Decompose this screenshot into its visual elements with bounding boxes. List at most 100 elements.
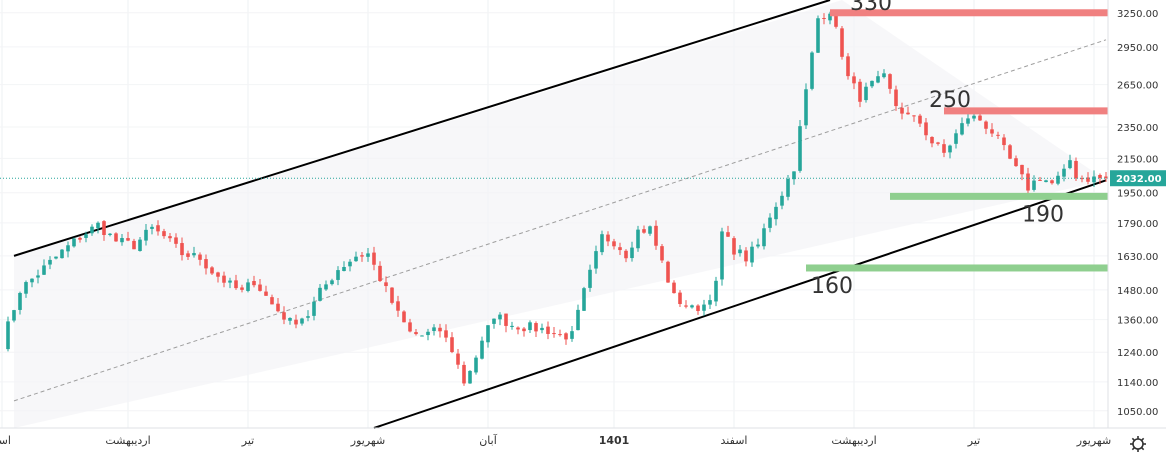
candle: [90, 224, 94, 236]
candle: [690, 304, 694, 309]
y-tick-label: 1050.00: [1117, 407, 1158, 418]
candle: [348, 259, 352, 272]
y-tick-label: 1790.00: [1117, 219, 1158, 230]
candle-body: [1056, 175, 1060, 184]
candle-body: [768, 217, 772, 228]
candle: [984, 120, 988, 135]
candle-body: [522, 328, 526, 332]
candle: [312, 296, 316, 321]
candle: [102, 220, 106, 241]
channel-middle-line[interactable]: [13, 39, 1107, 402]
candle: [84, 231, 88, 243]
candle-body: [150, 226, 154, 229]
candle: [924, 117, 928, 141]
candle: [888, 73, 892, 94]
candle-body: [606, 234, 610, 242]
candle-body: [36, 275, 40, 278]
candle: [894, 85, 898, 111]
candle: [582, 286, 586, 311]
candle: [918, 113, 922, 127]
candle: [378, 261, 382, 282]
candle: [114, 232, 118, 242]
candle-body: [672, 282, 676, 294]
candle-body: [870, 80, 874, 87]
candle-body: [774, 206, 778, 220]
candle-body: [432, 327, 436, 331]
candle: [24, 280, 28, 298]
candle: [666, 260, 670, 283]
level-resistance-250[interactable]: [944, 107, 1108, 115]
candle-body: [258, 284, 262, 291]
candle: [1014, 155, 1018, 167]
x-tick-label: شهریور: [1076, 434, 1111, 447]
candle: [324, 280, 328, 291]
y-tick-label: 2950.00: [1117, 43, 1158, 54]
candle: [360, 252, 364, 262]
candle-body: [882, 73, 886, 78]
candle: [1008, 143, 1012, 160]
candle-body: [636, 229, 640, 249]
candle: [954, 129, 958, 149]
candle-body: [354, 256, 358, 262]
candle: [252, 275, 256, 288]
candle-body: [948, 145, 952, 153]
x-tick-label: اردیبهشت: [831, 434, 876, 447]
candle-body: [900, 107, 904, 114]
candle-body: [744, 250, 748, 262]
candle-body: [264, 291, 268, 296]
candle: [1062, 164, 1066, 182]
y-tick-label: 2350.00: [1117, 123, 1158, 134]
candle-body: [654, 225, 658, 246]
candle-body: [216, 272, 220, 277]
candle-body: [756, 244, 760, 247]
candle-body: [594, 251, 598, 269]
candle: [444, 324, 448, 343]
candle-body: [918, 115, 922, 124]
candle-body: [252, 281, 256, 286]
candle-body: [54, 256, 58, 259]
candle: [12, 309, 16, 323]
candle-body: [1044, 180, 1048, 183]
candle: [330, 278, 334, 286]
level-label-160: 160: [811, 274, 853, 299]
candle-body: [792, 171, 796, 180]
candle-body: [834, 13, 838, 27]
candle-body: [516, 327, 520, 330]
level-support-160[interactable]: [806, 264, 1108, 272]
candle: [660, 243, 664, 263]
candle: [1086, 172, 1090, 185]
candle-body: [612, 241, 616, 247]
price-axis[interactable]: [1108, 0, 1166, 461]
candle-body: [180, 243, 184, 256]
channel-upper-line[interactable]: [13, 0, 831, 257]
candle-body: [24, 282, 28, 294]
candle-body: [330, 280, 334, 285]
candle: [168, 233, 172, 242]
level-resistance-330[interactable]: [830, 9, 1108, 17]
candle-body: [534, 323, 538, 332]
candle-body: [738, 249, 742, 254]
candle-body: [114, 233, 118, 242]
candle-body: [84, 234, 88, 238]
candle-body: [102, 221, 106, 236]
candle-body: [1098, 174, 1102, 178]
candle: [588, 264, 592, 292]
candle: [900, 102, 904, 120]
candle: [492, 318, 496, 329]
candle-body: [198, 254, 202, 260]
candle-body: [66, 245, 70, 252]
channel-lower-line[interactable]: [373, 179, 1107, 429]
candle-body: [798, 126, 802, 171]
candle: [126, 231, 130, 242]
level-support-190[interactable]: [890, 192, 1108, 200]
candle: [606, 231, 610, 247]
gear-icon[interactable]: [1130, 436, 1146, 452]
candle-body: [162, 231, 166, 237]
candle: [546, 321, 550, 340]
candle-body: [492, 318, 496, 324]
candle-body: [96, 222, 100, 229]
candle-body: [858, 81, 862, 102]
candle: [738, 244, 742, 257]
